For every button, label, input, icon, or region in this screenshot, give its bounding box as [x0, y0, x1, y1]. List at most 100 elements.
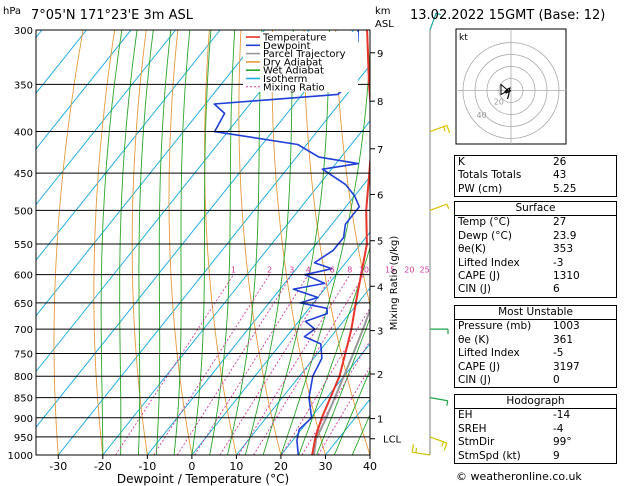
hodograph-ring-label: 40 — [476, 111, 486, 120]
index-key: EH — [458, 409, 473, 422]
index-row: θe(K) 353 — [455, 243, 616, 256]
index-row: Totals Totals 43 — [455, 169, 616, 182]
index-value: 361 — [553, 333, 574, 346]
indices-top-panel: K 26 Totals Totals 43 PW (cm) 5.25 — [454, 155, 617, 198]
index-value: 6 — [553, 283, 560, 296]
pressure-tick-label: 400 — [14, 128, 33, 139]
wind-barb — [429, 436, 448, 444]
index-row: CIN (J) 6 — [455, 283, 616, 296]
indices-mu-panel: Most Unstable Pressure (mb) 1003 θe (K) 361… — [454, 305, 617, 389]
index-value: 1003 — [553, 320, 580, 333]
km-unit-label: km — [375, 6, 391, 17]
pressure-tick-label: 600 — [14, 271, 33, 282]
km-tick-label: 6 — [377, 190, 383, 201]
temperature-tick-label: -10 — [138, 460, 156, 473]
indices-hodograph-panel: Hodograph EH -14 SREH -4 StmDir 99° StmSpd (kt… — [454, 394, 617, 465]
index-value: 9 — [553, 449, 560, 462]
index-key: Totals Totals — [458, 169, 522, 182]
index-key: SREH — [458, 422, 487, 435]
wet-adiabat — [333, 369, 370, 455]
wind-barb-flag — [446, 203, 450, 210]
mixing-ratio-axis-label: Mixing Ratio (g/kg) — [389, 236, 400, 331]
index-key: θe(K) — [458, 243, 486, 256]
wet-adiabat — [191, 30, 212, 455]
mixing-ratio-label: 25 — [420, 266, 430, 275]
pressure-tick-label: 900 — [14, 414, 33, 425]
pressure-tick-label: 500 — [14, 206, 33, 217]
index-row: CAPE (J) 1310 — [455, 270, 616, 283]
lcl-label: LCL — [383, 435, 402, 446]
index-row: CAPE (J) 3197 — [455, 361, 616, 374]
pressure-tick-label: 1000 — [8, 451, 33, 462]
mixing-ratio-line — [219, 274, 333, 455]
hodograph-trace — [504, 87, 512, 100]
isotherm — [36, 30, 221, 261]
index-key: StmDir — [458, 436, 495, 449]
index-row: Dewp (°C) 23.9 — [455, 230, 616, 243]
km-tick-label: 1 — [377, 415, 383, 426]
pressure-tick-label: 300 — [14, 26, 33, 37]
mixing-ratio-line — [301, 339, 370, 455]
legend-label: Parcel Trajectory — [263, 49, 346, 60]
index-key: CAPE (J) — [458, 360, 501, 373]
index-key: K — [458, 156, 465, 168]
index-key: StmSpd (kt) — [458, 449, 521, 462]
mixing-ratio-label: 3 — [289, 266, 294, 275]
index-value: 99° — [553, 436, 572, 449]
index-key: CAPE (J) — [458, 270, 501, 283]
asl-unit-label: ASL — [375, 19, 394, 30]
index-row: Lifted Index -5 — [455, 347, 616, 360]
wind-barb-flag — [442, 126, 446, 132]
index-row: CIN (J) 0 — [455, 374, 616, 387]
index-value: 0 — [553, 374, 560, 387]
index-key: Dewp (°C) — [458, 229, 512, 242]
wind-barb-flag — [435, 12, 442, 16]
index-row: PW (cm) 5.25 — [455, 183, 616, 196]
legend-label: Dry Adiabat — [263, 57, 322, 68]
wind-barb — [429, 203, 448, 211]
dry-adiabat — [53, 30, 84, 455]
legend-label: Dewpoint — [263, 41, 311, 52]
pressure-tick-label: 650 — [14, 299, 33, 310]
temperature-line — [311, 30, 370, 455]
legend-label: Wet Adiabat — [263, 66, 324, 77]
km-tick-label: 9 — [377, 49, 383, 60]
wind-barb — [429, 12, 437, 31]
index-key: CIN (J) — [458, 283, 491, 296]
pressure-tick-label: 800 — [14, 372, 33, 383]
mixing-ratio-label: 6 — [330, 266, 335, 275]
mixing-ratio-line — [281, 307, 370, 455]
surface-title: Surface — [455, 202, 616, 217]
index-value: 43 — [553, 169, 567, 182]
index-value: 3197 — [553, 360, 580, 373]
credit-text: © weatheronline.co.uk — [456, 470, 582, 483]
pressure-tick-label: 550 — [14, 240, 33, 251]
pressure-unit-label: hPa — [3, 6, 21, 17]
isotherm — [36, 30, 355, 428]
datetime-label: 13.02.2022 15GMT (Base: 12) — [410, 8, 606, 23]
km-tick-label: 8 — [377, 97, 383, 108]
temperature-tick-label: 0 — [188, 460, 195, 473]
index-key: Pressure (mb) — [458, 320, 532, 333]
storm-motion-marker — [500, 83, 509, 96]
mixing-ratio-label: 2 — [267, 266, 272, 275]
index-value: -4 — [553, 422, 564, 435]
temperature-tick-label: -30 — [49, 460, 67, 473]
mixing-ratio-label: 15 — [385, 266, 395, 275]
index-key: Temp (°C) — [458, 216, 511, 229]
km-tick-label: 4 — [377, 282, 383, 293]
wet-adiabat — [316, 317, 370, 455]
wind-barb-flag — [441, 441, 445, 447]
index-key: PW (cm) — [458, 182, 503, 195]
index-key: CIN (J) — [458, 374, 491, 387]
isotherm — [36, 30, 132, 150]
dewpoint-line — [213, 30, 361, 455]
index-key: Lifted Index — [458, 347, 520, 360]
isotherm — [36, 30, 310, 373]
hodograph-unit-label: kt — [459, 33, 468, 43]
pressure-tick-label: 850 — [14, 394, 33, 405]
wind-barb-flag — [446, 400, 449, 406]
pressure-tick-label: 350 — [14, 80, 33, 91]
hodograph-ring-label: 20 — [494, 97, 504, 106]
